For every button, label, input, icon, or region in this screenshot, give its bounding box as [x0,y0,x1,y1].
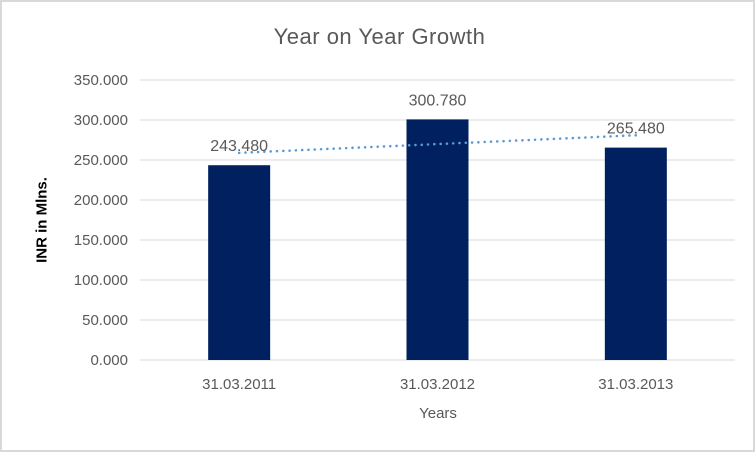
x-axis-title: Years [419,405,457,422]
chart-title: Year on Year Growth [273,24,486,49]
data-label: 243.480 [210,138,268,155]
y-axis-tick-label: 250.000 [74,152,128,169]
y-axis-tick-label: 350.000 [74,72,128,89]
y-axis-tick-label: 300.000 [74,112,128,129]
x-axis-category-label: 31.03.2011 [202,376,276,393]
y-axis-tick-label: 150.000 [74,232,128,249]
y-axis-tick-label: 100.000 [74,272,128,289]
bar-31.03.2013[interactable] [604,147,667,360]
bar-31.03.2011[interactable] [208,165,271,360]
y-axis-tick-label: 0.000 [90,352,128,369]
y-axis-tick-label: 50.000 [82,312,128,329]
bar-31.03.2012[interactable] [406,119,469,360]
x-axis-category-label: 31.03.2012 [400,376,475,393]
y-axis-tick-label: 200.000 [74,192,128,209]
data-label: 300.780 [409,92,467,109]
data-label: 265.480 [607,121,665,138]
x-axis-category-label: 31.03.2013 [598,376,673,393]
